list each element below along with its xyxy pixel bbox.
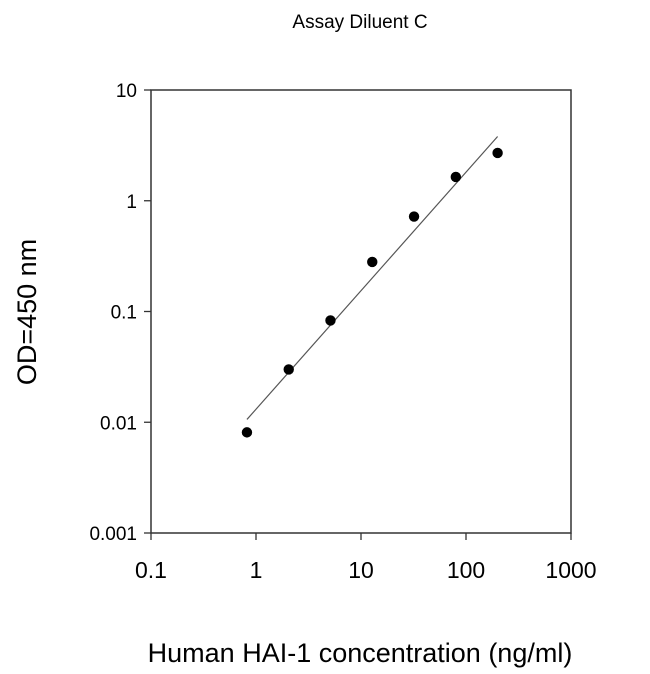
y-tick-label: 0.1 bbox=[111, 303, 137, 324]
plot-frame bbox=[150, 89, 572, 534]
data-point bbox=[492, 147, 503, 159]
data-point bbox=[450, 171, 462, 183]
data-point bbox=[241, 427, 253, 438]
data-point bbox=[408, 211, 420, 222]
y-tick-label: 1 bbox=[126, 192, 137, 213]
y-tick-label: 10 bbox=[116, 81, 137, 102]
y-axis-label: OD=450 nm bbox=[12, 239, 42, 385]
x-tick-label: 10 bbox=[348, 557, 374, 583]
data-point bbox=[367, 256, 378, 268]
data-point bbox=[325, 315, 336, 326]
x-axis-label: Human HAI-1 concentration (ng/ml) bbox=[148, 638, 573, 668]
x-tick-label: 0.1 bbox=[135, 557, 167, 583]
x-axis: 0.1 1 10 100 1000 bbox=[135, 533, 597, 583]
chart-title: Assay Diluent C bbox=[292, 12, 427, 33]
data-point bbox=[283, 364, 294, 375]
x-tick-label: 100 bbox=[447, 557, 485, 583]
data-points bbox=[241, 147, 503, 438]
y-axis: 0.001 0.01 0.1 1 10 bbox=[89, 81, 151, 545]
y-tick-label: 0.01 bbox=[100, 413, 137, 434]
x-tick-label: 1000 bbox=[545, 557, 596, 583]
x-tick-label: 1 bbox=[250, 557, 263, 583]
y-tick-label: 0.001 bbox=[89, 524, 137, 545]
